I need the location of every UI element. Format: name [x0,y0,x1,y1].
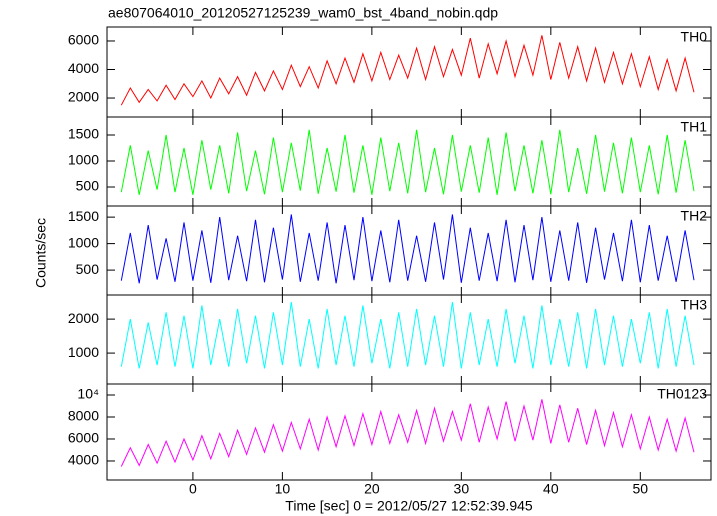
y-tick-label: 1000 [68,344,99,360]
y-tick-label: 2000 [68,310,99,326]
panel-label: TH2 [681,208,708,224]
y-tick-label: 6000 [68,32,99,48]
panel-label: TH0123 [657,386,707,402]
y-tick-label: 6000 [68,430,99,446]
x-tick-label: 20 [364,481,380,497]
y-tick-label: 8000 [68,408,99,424]
data-line [120,302,695,369]
y-axis-label: Counts/sec [33,218,49,288]
x-tick-label: 40 [543,481,559,497]
panel-frame [106,116,712,207]
chart-title: ae807064010_20120527125239_wam0_bst_4ban… [108,5,498,21]
y-tick-label: 1500 [68,208,99,224]
y-tick-label: 500 [76,178,100,194]
data-line [120,35,695,106]
panel-frame [106,294,712,385]
y-tick-label: 1500 [68,126,99,142]
x-tick-label: 10 [275,481,291,497]
data-line [120,129,695,195]
panel-frame [106,205,712,296]
x-tick-label: 0 [189,481,197,497]
panel-label: TH3 [681,297,708,313]
data-line [120,214,695,284]
y-tick-label: 1000 [68,152,99,168]
panel-label: TH1 [681,119,708,135]
y-tick-label: 500 [76,261,100,277]
x-tick-label: 50 [633,481,649,497]
panel-label: TH0 [681,29,708,45]
panel-frame [106,383,712,481]
x-axis-label: Time [sec] 0 = 2012/05/27 12:52:39.945 [285,498,533,514]
x-tick-label: 30 [454,481,470,497]
y-tick-label: 2000 [68,89,99,105]
y-tick-label: 4000 [68,452,99,468]
y-tick-label: 1000 [68,234,99,250]
y-tick-label: 4000 [68,60,99,76]
data-line [120,399,695,467]
y-tick-label: 10⁴ [77,386,99,402]
